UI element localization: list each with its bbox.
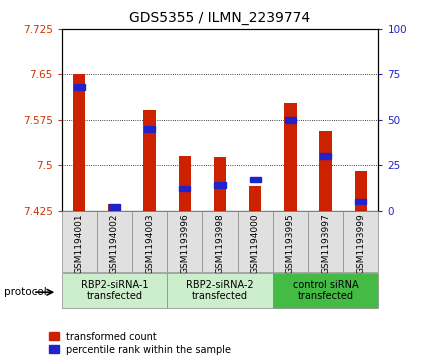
Bar [62, 273, 167, 308]
Text: GSM1193998: GSM1193998 [216, 213, 224, 274]
Bar [108, 204, 121, 211]
Text: RBP2-siRNA-1
transfected: RBP2-siRNA-1 transfected [81, 280, 148, 301]
Text: GSM1194001: GSM1194001 [75, 213, 84, 274]
Bar [273, 211, 308, 272]
Legend: transformed count, percentile rank within the sample: transformed count, percentile rank withi… [49, 331, 231, 355]
Text: GSM1193996: GSM1193996 [180, 213, 189, 274]
Bar [214, 182, 226, 188]
Bar [73, 74, 85, 211]
Bar [179, 156, 191, 211]
Bar [308, 211, 343, 272]
Text: control siRNA
transfected: control siRNA transfected [293, 280, 359, 301]
Text: GSM1193999: GSM1193999 [356, 213, 365, 274]
Text: GSM1194002: GSM1194002 [110, 213, 119, 274]
Text: RBP2-siRNA-2
transfected: RBP2-siRNA-2 transfected [186, 280, 254, 301]
Bar [249, 186, 261, 211]
Bar [143, 110, 156, 211]
Bar [284, 103, 297, 211]
Text: GSM1194003: GSM1194003 [145, 213, 154, 274]
Bar [238, 211, 273, 272]
Bar [355, 199, 367, 204]
Bar [273, 273, 378, 308]
Title: GDS5355 / ILMN_2239774: GDS5355 / ILMN_2239774 [129, 11, 311, 25]
Bar [285, 117, 296, 123]
Bar [132, 211, 167, 272]
Bar [109, 204, 120, 210]
Bar [97, 211, 132, 272]
Bar [144, 126, 155, 132]
Bar [343, 211, 378, 272]
Text: GSM1194000: GSM1194000 [251, 213, 260, 274]
Bar [320, 153, 331, 159]
Text: protocol: protocol [4, 287, 47, 297]
Bar [62, 211, 97, 272]
Bar [167, 273, 273, 308]
Bar [167, 211, 202, 272]
Bar [73, 85, 85, 90]
Bar [249, 177, 261, 183]
Bar [179, 186, 191, 192]
Text: GSM1193997: GSM1193997 [321, 213, 330, 274]
Text: GSM1193995: GSM1193995 [286, 213, 295, 274]
Bar [355, 171, 367, 211]
Bar [202, 211, 238, 272]
Bar [319, 131, 332, 211]
Bar [214, 157, 226, 211]
